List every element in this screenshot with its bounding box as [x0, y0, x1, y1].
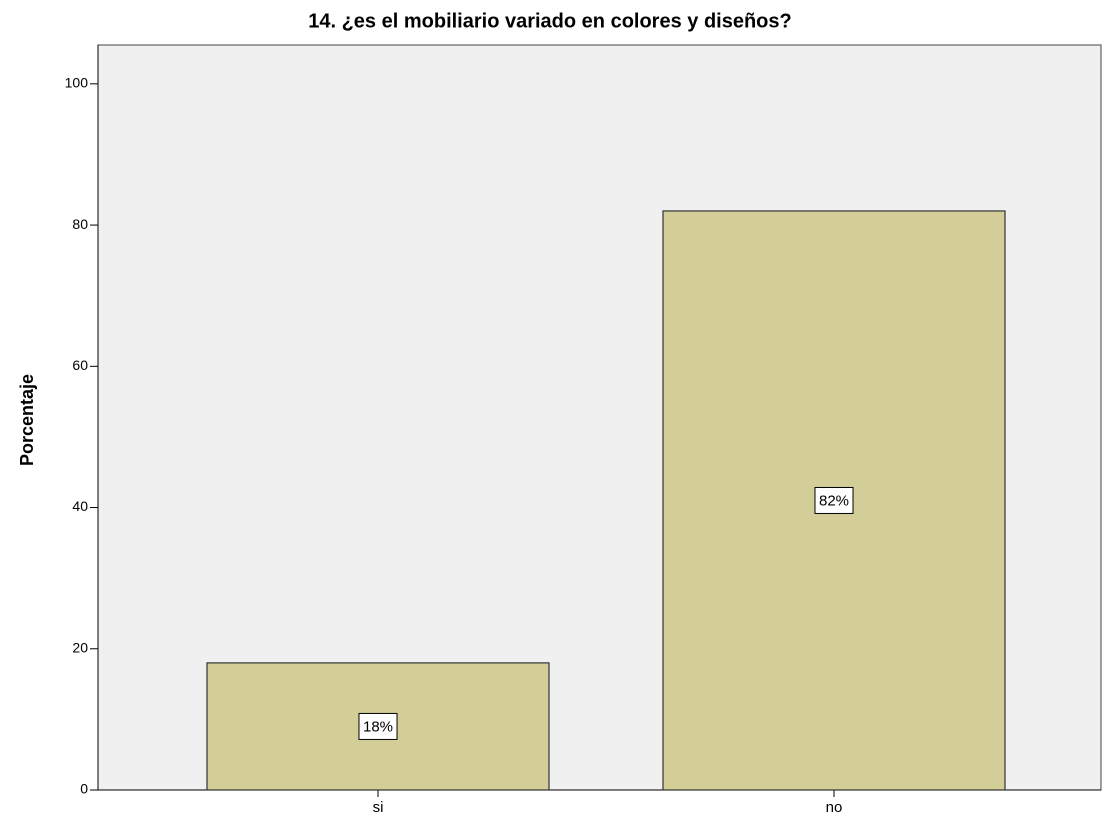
data-label: 82% [819, 492, 849, 509]
data-label-box [358, 712, 398, 740]
data-label: 18% [363, 718, 393, 735]
y-tick-label: 60 [72, 357, 88, 373]
x-tick-label: si [373, 799, 384, 816]
y-tick-label: 20 [72, 639, 88, 655]
data-label-box [814, 486, 854, 514]
y-tick-label: 0 [80, 781, 88, 797]
chart-title: 14. ¿es el mobiliario variado en colores… [308, 10, 792, 32]
y-axis-label: Porcentaje [17, 374, 37, 466]
y-tick-label: 80 [72, 216, 88, 232]
y-tick-label: 100 [65, 75, 89, 91]
x-tick-label: no [826, 799, 843, 816]
y-tick-label: 40 [72, 498, 88, 514]
